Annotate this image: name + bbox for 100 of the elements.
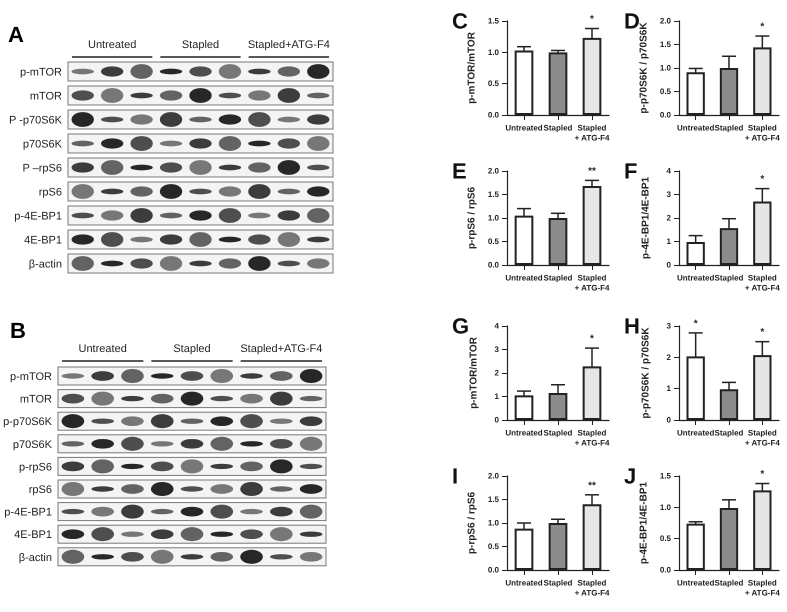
x-tick-label: Stapled: [714, 578, 744, 588]
y-tick-label: 0: [494, 416, 500, 424]
category-label: β-actin: [28, 258, 62, 270]
y-tick-label: 0: [666, 416, 672, 424]
x-tick-label: Untreated: [505, 578, 543, 588]
x-tick-label: Untreated: [676, 578, 714, 588]
annotation: *: [760, 327, 764, 338]
annotation: *: [590, 334, 594, 345]
annotation: *: [694, 318, 698, 330]
y-tick-label: 1.0: [488, 214, 500, 222]
x-tick-label: Stapled + ATG-F4: [574, 274, 610, 292]
y-tick-label: 4: [494, 322, 500, 330]
y-tick-label: 1.0: [488, 48, 500, 57]
x-tick-label: Stapled + ATG-F4: [744, 274, 780, 292]
category-label: p-4E-BP1: [4, 506, 52, 519]
y-tick-label: 2.0: [488, 472, 500, 480]
category-label: p70S6K: [22, 138, 62, 150]
x-tick-label: Stapled: [714, 274, 744, 282]
y-axis-title: p-rpS6 / rpS6: [466, 491, 478, 554]
annotation: **: [588, 166, 596, 177]
annotation: **: [588, 480, 596, 492]
y-tick-label: 0.0: [488, 110, 500, 120]
y-axis-title: p-mTOR/mTOR: [468, 336, 480, 409]
y-tick-label: 0.0: [488, 260, 500, 270]
y-tick-label: 1.5: [488, 190, 500, 199]
annotation: *: [760, 469, 764, 480]
y-axis-title: p-rpS6 / rpS6: [466, 186, 478, 250]
category-label: Stapled: [182, 39, 220, 51]
category-label: Untreated: [88, 39, 136, 51]
y-tick-label: 0.0: [660, 566, 672, 574]
chart-title: F: [624, 158, 638, 184]
category-label: mTOR: [30, 90, 62, 102]
text: A: [8, 22, 24, 47]
y-axis-title: p-4E-BP1/4E-BP1: [638, 481, 650, 564]
text: B: [10, 318, 26, 343]
y-tick-label: 2.0: [660, 16, 672, 26]
annotation: *: [590, 14, 594, 26]
y-tick-label: 3: [494, 345, 500, 354]
y-tick-label: 1.5: [660, 472, 672, 480]
category-label: p-mTOR: [20, 66, 62, 78]
chart-title: H: [624, 314, 640, 338]
y-tick-label: 1: [666, 237, 672, 246]
category-label: mTOR: [20, 394, 52, 406]
x-tick-label: Stapled: [714, 124, 744, 132]
x-tick-label: Untreated: [505, 274, 543, 282]
x-tick-label: Stapled + ATG-F4: [744, 578, 780, 598]
y-tick-label: 2: [666, 352, 672, 362]
chart-title: G: [452, 314, 470, 338]
category-label: p-4E-BP1: [14, 210, 62, 222]
category-label: rpS6: [28, 484, 52, 496]
chart-title: D: [624, 8, 640, 34]
x-tick-label: Stapled: [544, 578, 573, 588]
y-tick-label: 0.5: [488, 542, 500, 551]
category-label: Untreated: [78, 343, 127, 355]
category-label: 4E-BP1: [14, 529, 52, 542]
category-label: p-rpS6: [18, 461, 52, 474]
chart-title: E: [452, 158, 467, 184]
category-label: 4E-BP1: [24, 234, 62, 246]
x-tick-label: Untreated: [505, 428, 543, 438]
y-tick-label: 1.5: [488, 495, 500, 504]
category-label: P -p70S6K: [8, 114, 62, 126]
category-label: Stapled: [173, 343, 211, 355]
category-label: p70S6K: [12, 438, 52, 451]
y-tick-label: 0.5: [660, 87, 672, 96]
y-tick-label: 2: [494, 368, 500, 378]
category-label: P –rpS6: [22, 162, 62, 174]
x-tick-label: Stapled + ATG-F4: [744, 124, 780, 142]
y-axis-title: p-p70S6K / p70S6K: [638, 22, 650, 114]
x-tick-label: Stapled + ATG-F4: [574, 428, 610, 448]
y-axis-title: p-mTOR/mTOR: [466, 31, 478, 104]
category-label: rpS6: [38, 186, 62, 198]
chart-title: C: [452, 8, 468, 34]
category-label: p-p70S6K: [3, 416, 52, 428]
y-tick-label: 2.0: [488, 166, 500, 176]
x-tick-label: Stapled + ATG-F4: [574, 124, 610, 142]
y-tick-label: 4: [666, 166, 672, 176]
category-label: p-mTOR: [10, 371, 52, 383]
y-tick-label: 0: [666, 260, 672, 270]
y-tick-label: 2: [666, 214, 672, 222]
y-tick-label: 1.0: [660, 64, 672, 72]
x-tick-label: Untreated: [676, 274, 714, 282]
chart-title: I: [452, 464, 458, 488]
y-tick-label: 1.0: [488, 518, 500, 528]
x-tick-label: Stapled: [544, 124, 573, 132]
y-tick-label: 1: [666, 384, 672, 394]
category-label: Stapled+ATG-F4: [248, 39, 330, 51]
annotation: *: [760, 22, 764, 33]
x-tick-label: Stapled: [544, 428, 573, 438]
x-tick-label: Stapled: [714, 428, 744, 438]
y-tick-label: 1.5: [488, 16, 500, 26]
y-tick-label: 1.5: [660, 40, 672, 49]
chart-title: J: [624, 464, 636, 488]
y-tick-label: 3: [666, 322, 672, 330]
x-tick-label: Untreated: [505, 124, 543, 132]
y-tick-label: 0.5: [660, 534, 672, 544]
x-tick-label: Untreated: [676, 428, 714, 438]
x-tick-label: Untreated: [676, 124, 714, 132]
category-label: β-actin: [18, 552, 52, 564]
y-tick-label: 0.5: [488, 237, 500, 246]
y-tick-label: 0.0: [660, 110, 672, 120]
